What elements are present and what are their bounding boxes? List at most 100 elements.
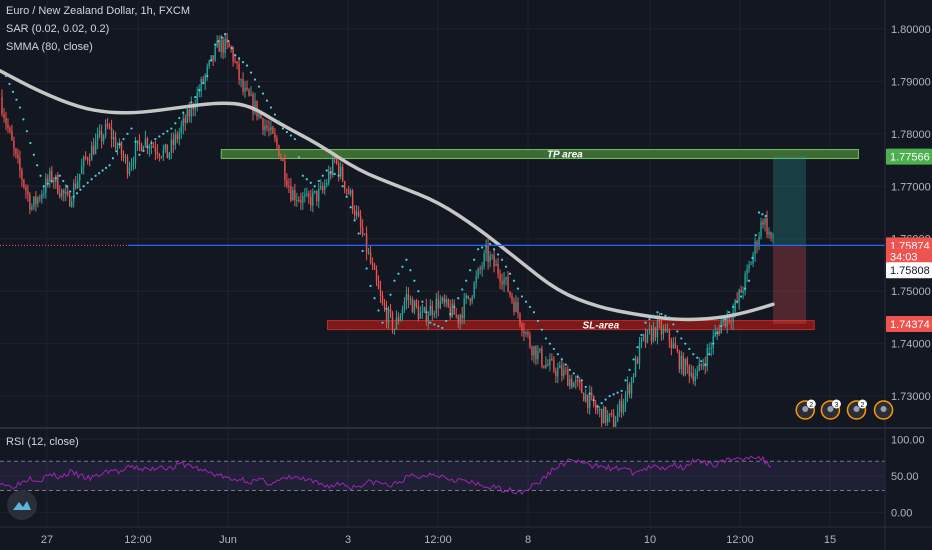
position-profit-box[interactable] bbox=[773, 156, 806, 246]
sar-dot bbox=[146, 145, 149, 149]
smma-line bbox=[0, 69, 775, 322]
sar-dot bbox=[198, 88, 201, 92]
sar-dot bbox=[301, 174, 304, 177]
event-badge[interactable] bbox=[873, 400, 894, 420]
candle-body bbox=[106, 124, 109, 127]
candle-body bbox=[337, 163, 340, 177]
candle-body bbox=[330, 172, 332, 176]
sar-dot bbox=[656, 311, 659, 314]
candle-body bbox=[176, 134, 179, 140]
sar-dot bbox=[214, 43, 217, 46]
candle-body bbox=[549, 359, 551, 366]
event-badge[interactable]: 2 bbox=[846, 399, 868, 420]
candle-body bbox=[612, 414, 615, 428]
candle-body bbox=[63, 189, 65, 194]
candle-body bbox=[355, 211, 358, 216]
price-tick-label: 1.80000 bbox=[891, 24, 931, 36]
sar-dot bbox=[632, 358, 635, 361]
candle-body bbox=[638, 343, 641, 364]
sar-dot bbox=[720, 325, 723, 328]
time-tick-label: Jun bbox=[219, 534, 237, 546]
candle-body bbox=[335, 158, 338, 164]
sar-dot bbox=[624, 379, 627, 382]
rsi-pane[interactable] bbox=[0, 427, 932, 495]
event-badges[interactable]: 2 3 2 bbox=[795, 399, 894, 420]
candle-body bbox=[670, 340, 673, 348]
candle-body bbox=[461, 314, 463, 319]
candle-body bbox=[314, 190, 316, 193]
sar-dot bbox=[261, 92, 265, 95]
candle-body bbox=[545, 364, 547, 368]
candle-body bbox=[770, 231, 772, 238]
candle-body bbox=[306, 193, 308, 195]
position-loss-box[interactable] bbox=[773, 245, 806, 325]
sar-dot bbox=[540, 328, 543, 331]
sar-dot bbox=[700, 360, 703, 363]
candle-body bbox=[210, 55, 212, 61]
event-badge[interactable]: 2 bbox=[795, 399, 816, 420]
candle-body bbox=[77, 180, 79, 188]
tp-zone[interactable] bbox=[220, 149, 859, 160]
candle-body bbox=[575, 380, 577, 383]
candle-body bbox=[618, 401, 621, 413]
sar-dot bbox=[25, 130, 28, 133]
candle-body bbox=[738, 289, 740, 302]
sar-dot bbox=[441, 326, 444, 330]
candle-body bbox=[734, 300, 736, 312]
candle-body bbox=[397, 317, 400, 322]
candle-body bbox=[483, 253, 485, 267]
sar-dot bbox=[728, 311, 731, 314]
candle-body bbox=[86, 158, 89, 160]
candle-body bbox=[606, 415, 609, 423]
symbol-legend[interactable]: Euro / New Zealand Dollar, 1h, FXCM bbox=[6, 5, 191, 17]
event-badge[interactable]: 3 bbox=[820, 399, 841, 420]
sar-dot bbox=[224, 33, 227, 36]
user-icon bbox=[802, 406, 809, 412]
sar-dot bbox=[652, 314, 655, 317]
candle-body bbox=[29, 194, 31, 210]
sar-dot bbox=[712, 342, 715, 345]
candle-body bbox=[246, 87, 248, 90]
candle-body bbox=[324, 185, 326, 191]
rsi-legend[interactable]: RSI (12, close) bbox=[6, 436, 79, 448]
sar-dot bbox=[377, 309, 380, 312]
sar-dot bbox=[708, 353, 711, 356]
candle-body bbox=[708, 348, 710, 350]
candle-body bbox=[497, 264, 499, 274]
candle-body bbox=[310, 196, 312, 206]
long-position-tool[interactable] bbox=[773, 156, 806, 325]
sar-dot bbox=[4, 74, 8, 78]
candle-body bbox=[112, 137, 115, 140]
trade-zones[interactable]: TP area SL-area bbox=[220, 149, 859, 332]
candle-body bbox=[202, 79, 204, 83]
candle-body bbox=[120, 142, 123, 156]
candle-body bbox=[75, 183, 77, 188]
candle-body bbox=[561, 365, 563, 376]
sar-dot bbox=[98, 172, 101, 175]
rsi-tick-label: 50.00 bbox=[891, 471, 919, 483]
candle-body bbox=[254, 100, 256, 113]
candle-body bbox=[682, 355, 685, 375]
candle-body bbox=[298, 200, 300, 202]
candle-body bbox=[5, 118, 7, 124]
candle-body bbox=[513, 300, 515, 312]
time-tick-label: 12:00 bbox=[726, 534, 754, 546]
candle-body bbox=[304, 194, 306, 197]
sar-dot bbox=[101, 169, 104, 172]
candle-body bbox=[658, 319, 661, 323]
sar-dot bbox=[277, 120, 281, 123]
tradingview-logo[interactable] bbox=[7, 490, 37, 520]
sar-dot bbox=[393, 279, 396, 282]
candle-body bbox=[226, 38, 228, 44]
candle-body bbox=[51, 170, 53, 181]
sl-zone-label: SL-area bbox=[582, 321, 619, 332]
sar-legend[interactable]: SAR (0.02, 0.02, 0.2) bbox=[6, 23, 110, 35]
candle-body bbox=[206, 66, 208, 76]
smma-legend[interactable]: SMMA (80, close) bbox=[6, 41, 93, 53]
sl-zone[interactable] bbox=[326, 320, 815, 331]
sar-dot bbox=[688, 347, 691, 351]
price-tag-label: 1.74374 bbox=[890, 319, 930, 331]
candle-body bbox=[214, 46, 216, 61]
candle-body bbox=[555, 370, 557, 377]
